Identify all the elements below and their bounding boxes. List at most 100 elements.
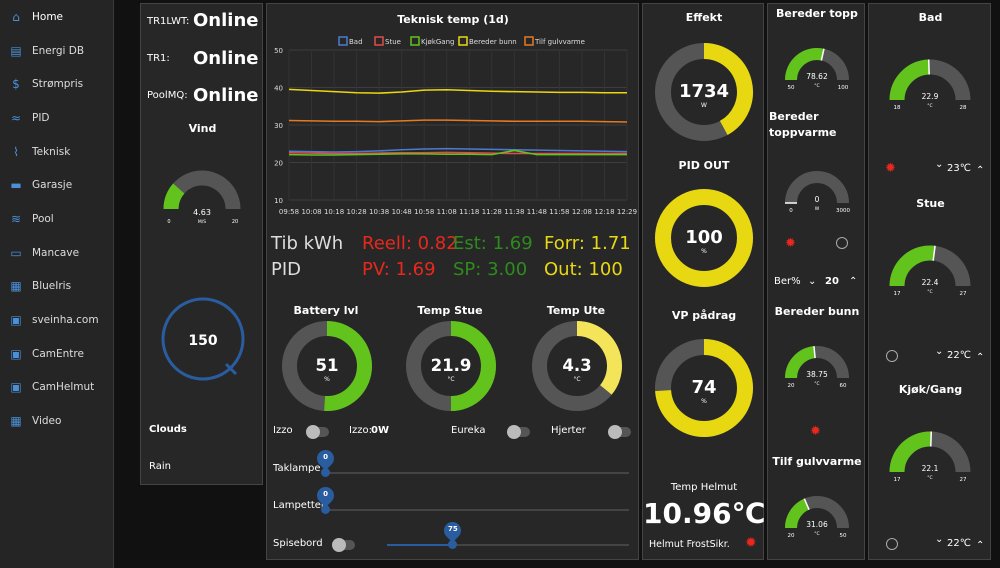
setpoint-down-chevron-icon[interactable]: ⌄ xyxy=(935,534,944,545)
gauge-value: 31.06 xyxy=(806,520,828,529)
x-tick-label: 11:08 xyxy=(437,208,457,216)
gauge-max: 100 xyxy=(838,85,849,91)
sidebar-item-pool[interactable]: ≋ Pool xyxy=(0,202,113,236)
setpoint-up-chevron-icon[interactable]: ⌃ xyxy=(976,540,985,551)
eureka-toggle[interactable] xyxy=(507,425,530,439)
izzo-toggle[interactable] xyxy=(306,425,329,439)
bunn-sun-icon[interactable]: ✹ xyxy=(810,424,821,439)
dial-handle[interactable] xyxy=(224,362,238,376)
sidebar-item-video[interactable]: ▦ Video xyxy=(0,404,113,438)
room-radio[interactable] xyxy=(886,538,898,550)
donut-title: Temp Stue xyxy=(417,304,483,317)
setpoint-down-chevron-icon[interactable]: ⌄ xyxy=(935,159,944,170)
sidebar-item-garasje[interactable]: ▬ Garasje xyxy=(0,168,113,202)
series-line-kjøkgang xyxy=(288,149,627,156)
forr-value: Forr: 1.71 xyxy=(544,233,631,254)
hjerter-toggle[interactable] xyxy=(608,425,631,439)
gauge-unit: °C xyxy=(927,103,932,109)
gauge-needle xyxy=(813,346,816,359)
setpoint-up-chevron-icon[interactable]: ⌃ xyxy=(976,165,985,176)
gauge-unit: °C xyxy=(814,83,819,89)
sidebar-item-pid[interactable]: ≈ PID xyxy=(0,101,113,135)
gauge-max: 27 xyxy=(960,477,967,483)
setpoint-down-chevron-icon[interactable]: ⌄ xyxy=(935,346,944,357)
gauge-value: 0 xyxy=(815,195,820,204)
vind-gauge: 4.63 M/S 0 20 xyxy=(163,170,241,225)
window-icon: ▣ xyxy=(10,346,22,361)
tr1-value: Online xyxy=(193,48,259,69)
sp-value: SP: 3.00 xyxy=(453,259,528,280)
effekt-title: Effekt xyxy=(685,11,723,24)
donut-title: Temp Ute xyxy=(546,304,606,317)
toppvarme-sun-icon[interactable]: ✹ xyxy=(785,236,796,251)
sidebar-item-sveinha-com[interactable]: ▣ sveinha.com xyxy=(0,303,113,337)
sidebar-item-mancave[interactable]: ▭ Mancave xyxy=(0,236,113,270)
y-tick-label: 10 xyxy=(274,197,283,205)
ring-unit: % xyxy=(701,248,707,255)
setpoint-value: 22℃ xyxy=(947,538,971,549)
grid-icon: ▦ xyxy=(10,279,22,294)
ring-value: 100 xyxy=(685,227,723,248)
sidebar-item-energi-db[interactable]: ▤ Energi DB xyxy=(0,34,113,68)
slider-track[interactable] xyxy=(325,472,629,474)
vp-title: VP pådrag xyxy=(671,309,737,322)
ring-value: 74 xyxy=(691,377,716,398)
helmut-title: Temp Helmut xyxy=(670,482,738,493)
gauge-needle xyxy=(820,48,825,61)
teknisk-temp-chart: Teknisk temp (1d) Bad Stue KjøkGang Bereder… xyxy=(274,13,637,216)
setpoint-value: 22℃ xyxy=(947,350,971,361)
sidebar-item-strømpris[interactable]: $ Strømpris xyxy=(0,67,113,101)
chart-line-icon: ⌇ xyxy=(13,144,19,159)
frost-sun-icon[interactable]: ✹ xyxy=(745,535,757,551)
legend-label: Bad xyxy=(349,38,363,46)
slider-thumb[interactable] xyxy=(321,468,330,477)
slider-track[interactable] xyxy=(325,509,629,511)
legend-label: Tilf gulvvarme xyxy=(534,38,585,46)
room-heat-sun-icon[interactable]: ✹ xyxy=(885,161,896,176)
gauge-needle xyxy=(932,245,936,261)
sidebar-item-home[interactable]: ⌂ Home xyxy=(0,0,113,34)
toppvarme-radio[interactable] xyxy=(836,237,848,249)
izzo-w-label: Izzo: xyxy=(349,425,372,436)
car-icon: ▬ xyxy=(10,178,22,193)
spisebord-toggle[interactable] xyxy=(332,538,355,552)
ring-value: 1734 xyxy=(679,81,729,102)
gauge-fill xyxy=(889,245,936,287)
room-title: Bad xyxy=(918,11,943,24)
ber-down-chevron-icon[interactable]: ⌄ xyxy=(808,276,817,287)
slider-label: Taklampe xyxy=(273,463,321,474)
gauge-unit: W xyxy=(815,206,820,212)
ring-unit: % xyxy=(701,398,707,405)
gauge-unit: °C xyxy=(814,381,819,387)
slider-thumb[interactable] xyxy=(448,540,458,549)
gauge-max: 50 xyxy=(840,533,847,539)
ber-up-chevron-icon[interactable]: ⌃ xyxy=(849,276,858,287)
vind-title: Vind xyxy=(188,122,217,135)
slider-track[interactable] xyxy=(387,544,629,546)
spisebord-label: Spisebord xyxy=(273,538,323,549)
sidebar-item-blueiris[interactable]: ▦ BlueIris xyxy=(0,270,113,304)
wave-icon: ≈ xyxy=(10,110,22,125)
gauge-min: 18 xyxy=(894,105,901,111)
sidebar-item-label: Mancave xyxy=(32,246,80,259)
value-dial[interactable]: 150 xyxy=(158,294,248,384)
sidebar-item-teknisk[interactable]: ⌇ Teknisk xyxy=(0,135,113,169)
sidebar-item-camentre[interactable]: ▣ CamEntre xyxy=(0,337,113,371)
legend-swatch xyxy=(338,36,348,46)
sidebar-item-label: Home xyxy=(32,10,64,23)
sidebar-item-camhelmut[interactable]: ▣ CamHelmut xyxy=(0,371,113,405)
slider-thumb[interactable] xyxy=(321,505,330,514)
helmut-value: 10.96℃ xyxy=(643,497,766,530)
gauge-max: 60 xyxy=(840,383,847,389)
vp-donut: 74% xyxy=(655,339,753,437)
setpoint-up-chevron-icon[interactable]: ⌃ xyxy=(976,352,985,363)
x-tick-label: 11:48 xyxy=(527,208,547,216)
room-title: Kjøk/Gang xyxy=(898,383,963,396)
gauge-min: 20 xyxy=(788,383,795,389)
window-icon: ▣ xyxy=(10,313,22,328)
gauge-value: 22.4 xyxy=(922,278,939,287)
ring-value: 4.3 xyxy=(562,356,591,375)
bereder-bunn-gauge: 38.75 °C 20 60 xyxy=(785,346,849,389)
sidebar-item-label: PID xyxy=(32,111,50,124)
room-radio[interactable] xyxy=(886,350,898,362)
